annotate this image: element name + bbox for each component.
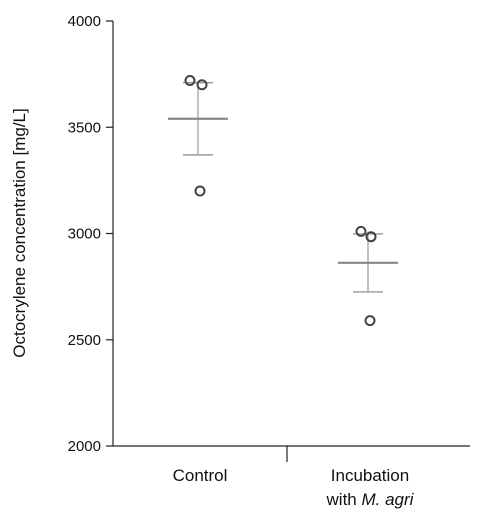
data-point — [365, 231, 377, 243]
y-axis-title: Octocrylene concentration [mg/L] — [10, 108, 29, 357]
x-category-label-incubation: Incubation — [331, 466, 409, 485]
x-category-label-incubation-species: M. agri — [362, 490, 415, 509]
data-point — [184, 75, 196, 86]
y-ticks: 2000 2500 3000 3500 4000 — [68, 13, 113, 455]
y-tick-label: 3000 — [68, 226, 101, 243]
x-category-label-incubation-prefix: with — [326, 490, 362, 509]
data-point — [196, 79, 208, 91]
y-tick-label: 2500 — [68, 332, 101, 349]
x-category-label-incubation-line2: with M. agri — [326, 490, 415, 509]
data-point — [364, 315, 376, 327]
y-tick-label: 4000 — [68, 13, 101, 30]
y-tick-label: 2000 — [68, 438, 101, 455]
data-point — [194, 185, 206, 197]
x-category-label-control: Control — [173, 466, 228, 485]
chart-marks — [168, 75, 398, 327]
data-point — [355, 225, 367, 237]
y-tick-label: 3500 — [68, 119, 101, 136]
